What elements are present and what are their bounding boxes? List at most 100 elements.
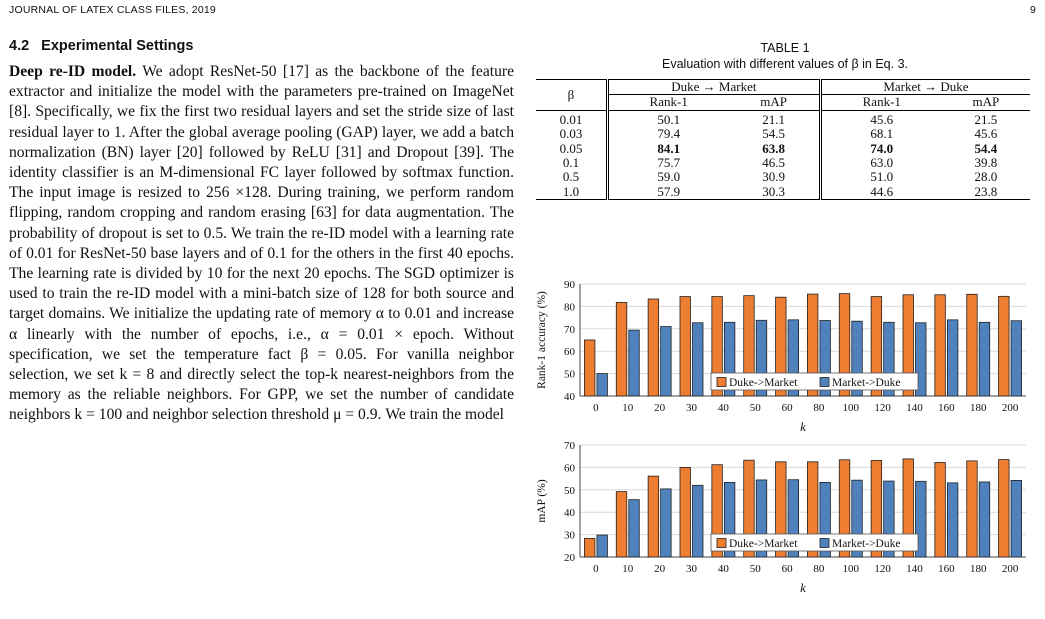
table-caption: TABLE 1 Evaluation with different values… xyxy=(540,40,1030,72)
legend-entry: Market->Duke xyxy=(832,538,900,550)
x-tick-label: 140 xyxy=(906,402,923,414)
bar xyxy=(902,458,914,558)
bar xyxy=(915,480,927,558)
x-tick-label: 180 xyxy=(970,563,987,575)
bar xyxy=(851,479,863,558)
value-cell: 50.1 xyxy=(657,111,681,127)
bar xyxy=(966,460,978,558)
value-cell: 54.5 xyxy=(728,126,822,142)
table-row: 0.5 59.0 30.9 51.0 28.0 xyxy=(536,169,1030,185)
bar xyxy=(743,459,755,558)
beta-cell: 0.03 xyxy=(536,126,609,142)
x-tick-label: 160 xyxy=(938,563,955,575)
bar xyxy=(998,295,1010,397)
table-label: TABLE 1 xyxy=(760,41,810,55)
bar xyxy=(883,321,895,397)
x-tick-label: 30 xyxy=(686,402,698,414)
x-tick-label: 100 xyxy=(843,402,860,414)
y-tick-label: 30 xyxy=(564,530,576,542)
bar xyxy=(647,298,660,397)
table-row: 0.1 75.7 46.5 63.0 39.8 xyxy=(536,155,1030,171)
value-cell: 63.0 xyxy=(870,155,894,171)
value-cell: 51.0 xyxy=(870,169,894,185)
bar xyxy=(870,460,883,558)
bar xyxy=(692,484,704,558)
bar xyxy=(679,466,691,558)
section-number: 4.2 xyxy=(9,38,30,54)
legend-swatch xyxy=(716,377,727,387)
bar xyxy=(775,461,787,558)
value-cell: 30.9 xyxy=(728,170,822,185)
subheader: Rank-1 xyxy=(820,95,942,111)
x-tick-label: 80 xyxy=(813,402,825,414)
x-tick-label: 10 xyxy=(622,563,634,575)
bar xyxy=(743,295,755,397)
x-axis-label: k xyxy=(800,580,806,595)
bar xyxy=(596,373,608,397)
y-axis-label: mAP (%) xyxy=(536,479,548,523)
bar xyxy=(615,301,628,397)
beta-cell: 0.5 xyxy=(536,170,609,185)
bar xyxy=(966,293,978,397)
beta-header: β xyxy=(536,79,609,111)
legend-swatch xyxy=(819,538,830,548)
value-cell: 54.4 xyxy=(974,140,998,156)
table-row: 0.01 50.1 21.1 45.6 21.5 xyxy=(536,110,1030,128)
y-tick-label: 60 xyxy=(564,346,576,358)
subheader: mAP xyxy=(728,95,822,111)
x-tick-label: 0 xyxy=(593,402,599,414)
x-tick-label: 40 xyxy=(718,563,730,575)
x-tick-label: 50 xyxy=(750,563,762,575)
bar xyxy=(946,319,959,397)
bar xyxy=(711,296,723,397)
bar xyxy=(628,499,640,558)
y-tick-label: 70 xyxy=(564,324,576,336)
x-tick-label: 10 xyxy=(622,402,634,414)
x-tick-label: 40 xyxy=(718,402,730,414)
y-tick-label: 40 xyxy=(564,507,576,519)
group-header-duke-market: Duke → Market xyxy=(607,78,822,96)
paragraph-text: We adopt ResNet-50 [17] as the backbone … xyxy=(9,63,514,424)
value-cell: 57.9 xyxy=(607,184,729,201)
legend-entry: Duke->Market xyxy=(729,538,798,550)
bar xyxy=(1010,479,1022,558)
paragraph-lead: Deep re-ID model. xyxy=(9,63,137,80)
bar xyxy=(838,293,851,397)
bar xyxy=(660,488,672,558)
beta-cell: 0.1 xyxy=(536,155,609,171)
subheader: mAP xyxy=(941,95,1030,111)
table-row: 0.03 79.4 54.5 68.1 45.6 xyxy=(536,126,1030,142)
x-tick-label: 0 xyxy=(593,563,599,575)
x-tick-label: 100 xyxy=(843,563,860,575)
value-cell: 23.8 xyxy=(941,184,1030,201)
value-cell: 74.0 xyxy=(870,140,894,156)
bar xyxy=(615,491,628,558)
section-title: Experimental Settings xyxy=(41,38,194,54)
value-cell: 75.7 xyxy=(657,155,681,171)
body-paragraph: Deep re-ID model. We adopt ResNet-50 [17… xyxy=(9,62,514,426)
bar xyxy=(584,538,596,558)
legend-box xyxy=(710,533,919,552)
x-tick-label: 50 xyxy=(750,402,762,414)
legend-entry: Duke->Market xyxy=(729,377,798,389)
bar xyxy=(934,462,946,558)
legend: Duke->Market Market->Duke xyxy=(710,372,919,391)
bar xyxy=(723,482,736,558)
x-tick-label: 180 xyxy=(970,402,987,414)
value-cell: 63.8 xyxy=(728,141,822,157)
chart-0: 40 50 60 70 80 90 Rank-1 accuracy (%) 0 10 20 30 40… xyxy=(536,279,1026,434)
bar xyxy=(819,320,831,397)
bar xyxy=(978,481,991,558)
x-tick-label: 60 xyxy=(782,563,794,575)
bar xyxy=(807,293,819,397)
value-cell: 45.6 xyxy=(974,126,998,142)
value-cell: 79.4 xyxy=(657,126,681,142)
bar xyxy=(584,339,596,397)
bar xyxy=(883,480,895,558)
bar xyxy=(1010,320,1022,397)
x-tick-label: 200 xyxy=(1002,402,1019,414)
bar xyxy=(851,320,863,397)
running-head: JOURNAL OF LATEX CLASS FILES, 2019 9 xyxy=(9,4,1036,20)
bar xyxy=(787,319,799,397)
